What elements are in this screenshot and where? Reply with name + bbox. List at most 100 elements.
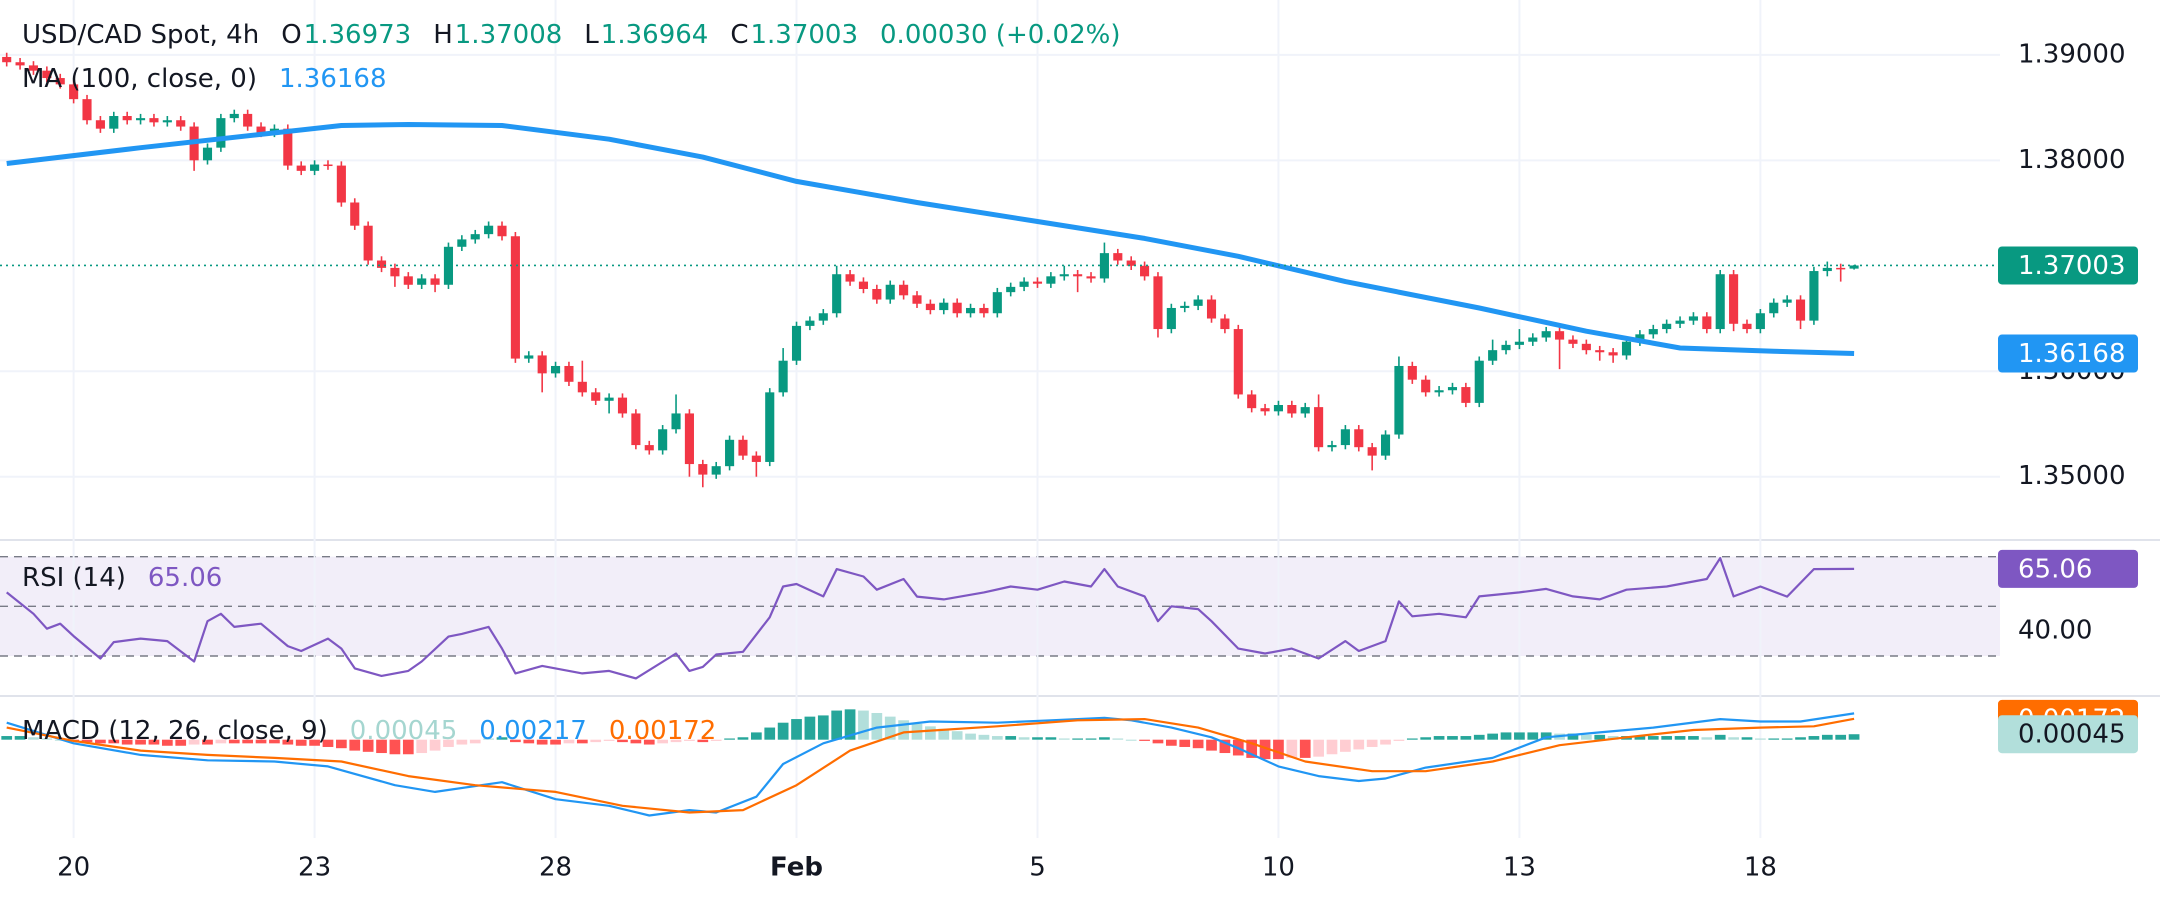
layer: 1.350001.360001.380001.390001.361681.370…: [57, 39, 2138, 883]
histogram-bar: [670, 739, 682, 743]
candle-body: [711, 466, 721, 475]
signal-value: 0.00172: [608, 716, 717, 746]
histogram-bar: [1741, 737, 1753, 740]
histogram-bar: [95, 739, 106, 744]
histogram-bar: [764, 727, 776, 740]
candle-body: [1474, 360, 1484, 403]
candle-body: [15, 62, 25, 66]
histogram-bar: [1045, 737, 1057, 740]
histogram-bar: [456, 739, 468, 745]
ma-legend: MA (100, close, 0) 1.36168: [22, 64, 387, 94]
y-tick-label: 40.00: [2018, 616, 2092, 646]
candle-body: [216, 118, 226, 148]
histogram-bar: [751, 732, 762, 740]
x-tick-label: Feb: [770, 853, 823, 883]
histogram-bar: [1447, 736, 1458, 740]
hist-value: 0.00045: [349, 716, 458, 746]
candle-body: [176, 120, 186, 127]
histogram-bar: [1380, 739, 1391, 745]
candle-body: [457, 239, 467, 247]
histogram-bar: [1781, 738, 1793, 740]
histogram-bar: [1567, 733, 1579, 740]
candle-body: [497, 225, 507, 237]
candle-body: [2, 56, 12, 63]
histogram-bar: [1821, 734, 1833, 740]
histogram-bar: [469, 739, 481, 744]
candle-body: [1166, 307, 1176, 330]
candle-body: [202, 147, 213, 161]
x-tick-label: 13: [1503, 853, 1536, 883]
histogram-bar: [1755, 738, 1766, 740]
ma-value: 1.36168: [278, 64, 387, 94]
y-tick-label: 1.39000: [2018, 39, 2126, 69]
candle-body: [925, 303, 935, 311]
histogram-bar: [710, 739, 722, 741]
histogram-bar: [684, 739, 695, 741]
candle-body: [1407, 365, 1417, 380]
histogram-bar: [804, 716, 816, 740]
histogram-bar: [965, 733, 976, 740]
histogram-bar: [523, 739, 535, 744]
candle-body: [858, 281, 869, 289]
histogram-bar: [1514, 732, 1525, 740]
histogram-bar: [496, 737, 508, 740]
histogram-bar: [1005, 736, 1017, 740]
histogram-bar: [1433, 736, 1445, 740]
histogram-bar: [215, 739, 227, 744]
histogram-bar: [336, 739, 347, 749]
histogram-bar: [576, 739, 588, 744]
candle-body: [818, 313, 828, 321]
histogram-bar: [978, 734, 990, 740]
histogram-bar: [777, 722, 789, 740]
histogram-bar: [1299, 739, 1311, 758]
candle-body: [1555, 331, 1565, 340]
histogram-bar: [1714, 734, 1726, 740]
candle-body: [1688, 316, 1698, 321]
macd-line: [6, 717, 1855, 814]
x-tick-label: 28: [539, 853, 572, 883]
histogram-bar: [121, 739, 133, 745]
histogram-bar: [429, 739, 441, 751]
candle-body: [1354, 429, 1364, 448]
histogram-bar: [228, 739, 240, 744]
candle-body: [1447, 387, 1458, 391]
candle-body: [1742, 323, 1752, 330]
ohlc-key: L: [584, 20, 599, 50]
histogram-bar: [28, 737, 39, 740]
rsi-title: RSI (14): [22, 563, 126, 593]
candle-body: [1662, 323, 1672, 330]
candle-body: [1327, 445, 1337, 448]
candle-body: [1140, 265, 1150, 277]
candle-body: [1568, 339, 1578, 344]
candle-body: [564, 365, 574, 382]
candle-body: [376, 260, 387, 268]
candle-body: [1006, 286, 1016, 293]
ohlc-key: O: [281, 20, 302, 50]
histogram-bar: [603, 739, 615, 741]
histogram-bar: [951, 731, 963, 740]
candle-body: [778, 360, 788, 393]
candle-body: [899, 284, 909, 296]
histogram-bar: [1125, 739, 1137, 741]
candle-body: [1849, 265, 1859, 269]
histogram-bar: [737, 737, 749, 740]
histogram-bar: [1313, 739, 1324, 757]
histogram-bar: [1848, 734, 1860, 740]
histogram-bar: [1206, 739, 1217, 751]
candle-body: [363, 225, 373, 261]
histogram-bar: [269, 739, 280, 744]
candle-body: [403, 276, 413, 285]
histogram-bar: [1112, 738, 1124, 740]
candle-body: [617, 397, 628, 414]
histogram-bar: [1500, 732, 1512, 740]
histogram-bar: [1152, 739, 1164, 744]
candle-body: [1126, 260, 1136, 266]
candle-body: [42, 70, 52, 79]
histogram-bar: [349, 739, 361, 751]
candle-body: [791, 325, 802, 361]
price-legend: USD/CAD Spot, 4h O 1.36973 H 1.37008 L 1.36…: [22, 20, 1120, 50]
macd-line: [6, 712, 1855, 817]
candle-body: [912, 295, 922, 304]
histogram-bar: [402, 739, 414, 755]
